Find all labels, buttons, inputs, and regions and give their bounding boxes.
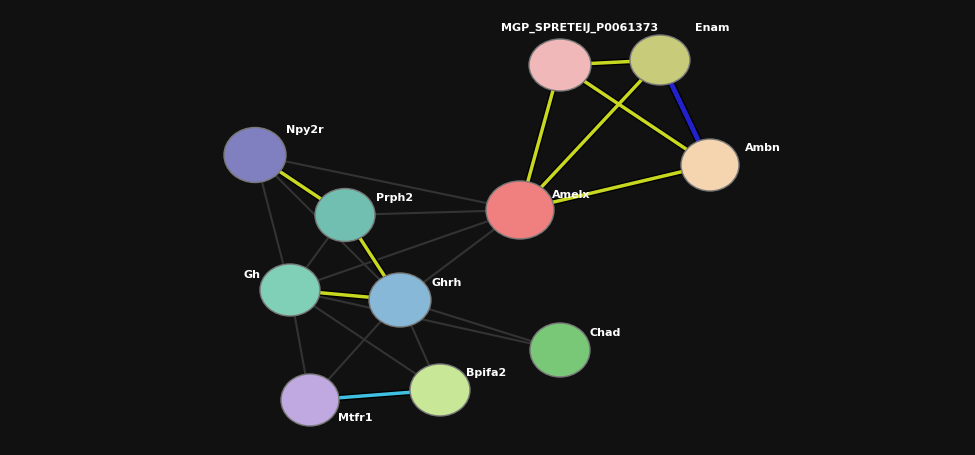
Text: Bpifa2: Bpifa2 xyxy=(466,368,506,378)
Ellipse shape xyxy=(681,139,739,191)
Ellipse shape xyxy=(530,323,590,377)
Ellipse shape xyxy=(630,35,690,85)
Text: MGP_SPRETEIJ_P0061373: MGP_SPRETEIJ_P0061373 xyxy=(501,23,658,33)
Text: Enam: Enam xyxy=(695,23,729,33)
Ellipse shape xyxy=(486,181,554,239)
Text: Amelx: Amelx xyxy=(552,190,591,200)
Ellipse shape xyxy=(529,39,591,91)
Ellipse shape xyxy=(315,188,375,242)
Text: Prph2: Prph2 xyxy=(376,193,413,203)
Text: Ambn: Ambn xyxy=(745,143,781,153)
Text: Mtfr1: Mtfr1 xyxy=(338,413,372,423)
Text: Chad: Chad xyxy=(590,328,621,338)
Text: Gh: Gh xyxy=(243,270,260,280)
Ellipse shape xyxy=(224,127,286,182)
Text: Ghrh: Ghrh xyxy=(432,278,462,288)
Ellipse shape xyxy=(260,264,320,316)
Text: Npy2r: Npy2r xyxy=(286,125,324,135)
Ellipse shape xyxy=(410,364,470,416)
Ellipse shape xyxy=(281,374,339,426)
Ellipse shape xyxy=(369,273,431,327)
